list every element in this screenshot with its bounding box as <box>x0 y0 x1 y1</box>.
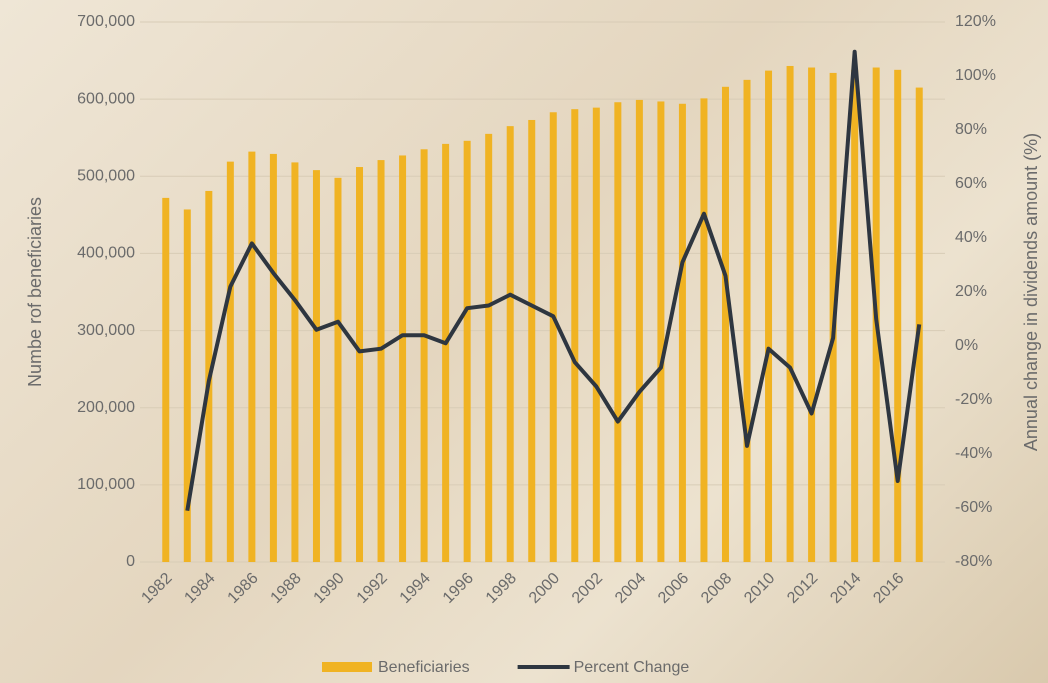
y2-tick-label: -60% <box>955 499 992 516</box>
bar <box>377 160 385 563</box>
x-tick-label: 2010 <box>741 570 778 607</box>
x-tick-label: 2008 <box>698 570 735 607</box>
y2-tick-label: 40% <box>955 229 987 246</box>
x-tick-label: 1990 <box>311 570 348 607</box>
bar <box>183 209 191 562</box>
y2-tick-label: 120% <box>955 13 996 30</box>
bar <box>162 197 170 562</box>
bar <box>786 65 794 562</box>
legend-swatch <box>322 662 372 672</box>
x-tick-label: 1998 <box>483 570 520 607</box>
bar <box>291 162 299 562</box>
bar <box>894 69 902 562</box>
bar <box>549 112 557 562</box>
bar <box>592 107 600 562</box>
x-tick-label: 2012 <box>784 570 821 607</box>
bar <box>657 101 665 562</box>
y-tick-label: 300,000 <box>77 322 135 339</box>
bar <box>851 69 859 562</box>
y-tick-label: 100,000 <box>77 476 135 493</box>
bar <box>743 79 751 562</box>
x-tick-label: 2002 <box>569 570 606 607</box>
bar <box>678 103 686 563</box>
y2-tick-label: 0% <box>955 337 978 354</box>
bar <box>808 67 816 562</box>
x-tick-label: 2006 <box>655 570 692 607</box>
bar <box>571 109 579 563</box>
y2-tick-label: 100% <box>955 67 996 84</box>
x-tick-label: 1982 <box>138 570 175 607</box>
x-tick-label: 1986 <box>224 570 261 607</box>
x-tick-label: 1994 <box>397 570 434 607</box>
y-tick-label: 600,000 <box>77 90 135 107</box>
bar <box>399 155 407 562</box>
legend-label: Beneficiaries <box>378 659 470 676</box>
y-tick-label: 500,000 <box>77 168 135 185</box>
bar <box>528 119 536 562</box>
bar <box>485 133 493 562</box>
y2-tick-label: -80% <box>955 553 992 570</box>
x-tick-label: 2016 <box>870 570 907 607</box>
y-tick-label: 400,000 <box>77 245 135 262</box>
x-tick-label: 2014 <box>827 570 864 607</box>
bar <box>635 99 643 563</box>
line <box>185 49 922 512</box>
bar <box>506 126 514 563</box>
bar <box>334 177 342 563</box>
bar <box>700 98 708 562</box>
bar <box>226 161 234 562</box>
bar <box>614 102 622 562</box>
x-tick-label: 2000 <box>526 570 563 607</box>
x-tick-label: 2004 <box>612 570 649 607</box>
y2-axis-title: Annual change in dividends amount (%) <box>1021 133 1041 451</box>
x-tick-label: 1984 <box>181 570 218 607</box>
bar <box>269 153 277 562</box>
bar <box>442 143 450 562</box>
x-tick-label: 1992 <box>354 570 391 607</box>
bar <box>248 151 256 562</box>
y2-tick-label: -40% <box>955 445 992 462</box>
bar <box>420 149 428 563</box>
y2-tick-label: 80% <box>955 121 987 138</box>
y-axis-title: Numbe rof beneficiaries <box>25 197 45 387</box>
y-tick-label: 0 <box>126 553 135 570</box>
x-tick-label: 1988 <box>268 570 305 607</box>
x-tick-label: 1996 <box>440 570 477 607</box>
bar <box>463 140 471 563</box>
y2-tick-label: 60% <box>955 175 987 192</box>
bar <box>721 86 729 563</box>
bar <box>765 70 773 562</box>
y2-tick-label: 20% <box>955 283 987 300</box>
legend-label: Percent Change <box>574 659 690 676</box>
bar <box>356 167 364 562</box>
y-tick-label: 200,000 <box>77 399 135 416</box>
y2-tick-label: -20% <box>955 391 992 408</box>
bar <box>312 170 320 562</box>
y-tick-label: 700,000 <box>77 13 135 30</box>
